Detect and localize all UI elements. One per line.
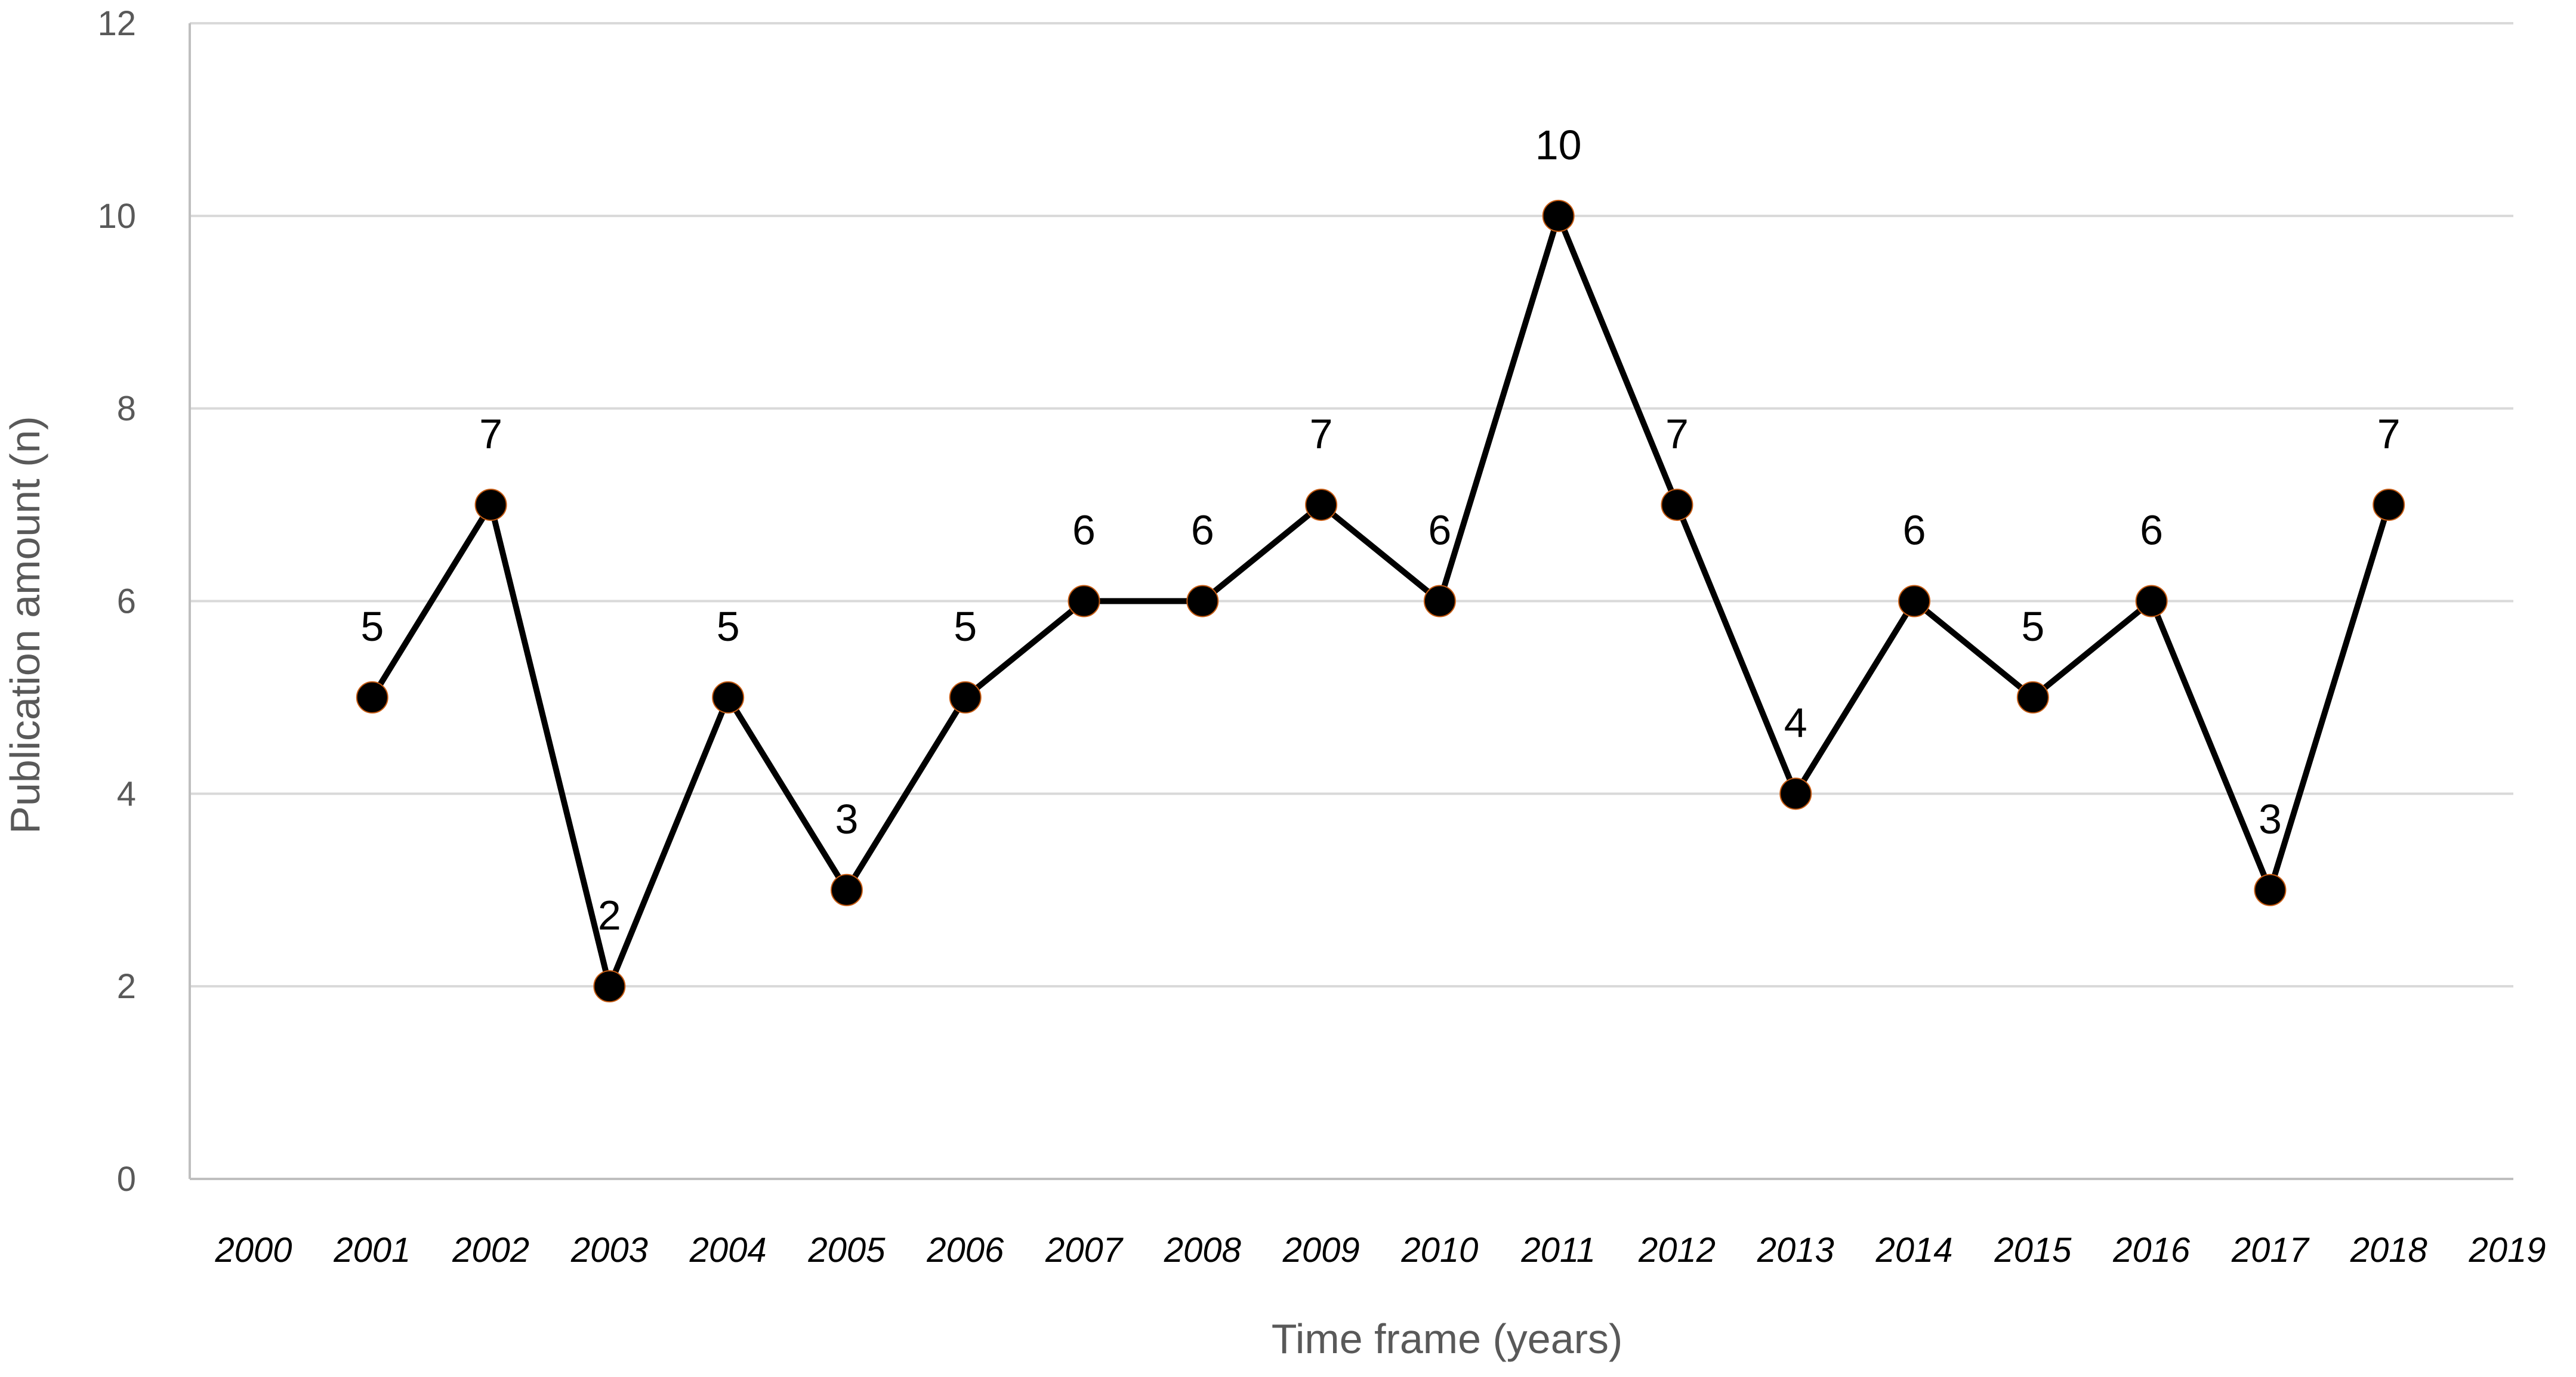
data-label-2018: 7	[2377, 410, 2401, 457]
y-axis-title: Publication amount (n)	[2, 416, 48, 833]
data-label-2011: 10	[1535, 122, 1582, 168]
x-tick-labels: 2000 2001 2002 2003 2004 2005 2006 2007 2008 2009…	[214, 1231, 2546, 1270]
data-label-2008: 6	[1191, 507, 1214, 554]
x-tick-2001: 2001	[333, 1231, 411, 1270]
x-tick-2007: 2007	[1045, 1231, 1124, 1270]
data-point-2014	[1898, 585, 1931, 618]
data-label-2001: 5	[360, 603, 384, 650]
data-label-2009: 7	[1310, 410, 1333, 457]
x-tick-2002: 2002	[452, 1231, 529, 1270]
data-label-2014: 6	[1903, 507, 1926, 554]
data-label-2016: 6	[2140, 507, 2163, 554]
series-line	[369, 212, 2392, 990]
data-point-2004	[712, 681, 745, 714]
data-point-2008	[1186, 585, 1219, 618]
x-axis-title: Time frame (years)	[1272, 1316, 1623, 1362]
grid-lines	[190, 22, 2513, 988]
x-tick-2019: 2019	[2468, 1231, 2546, 1270]
data-point-2015	[2016, 681, 2049, 714]
y-tick-2: 2	[117, 967, 136, 1006]
x-tick-2012: 2012	[1638, 1231, 1716, 1270]
data-label-2007: 6	[1072, 507, 1096, 554]
data-label-2006: 5	[954, 603, 977, 650]
y-tick-6: 6	[117, 582, 136, 621]
x-tick-2017: 2017	[2231, 1231, 2310, 1270]
data-point-2009	[1305, 489, 1338, 521]
x-tick-2010: 2010	[1400, 1231, 1478, 1270]
y-tick-0: 0	[117, 1160, 136, 1199]
data-label-2012: 7	[1665, 410, 1689, 457]
x-tick-2006: 2006	[926, 1231, 1004, 1270]
data-point-2018	[2373, 489, 2405, 521]
x-tick-2011: 2011	[1520, 1231, 1596, 1270]
data-labels: 5 7 2 5 3 5 6 6 7 6 10 7 4 6 5 6 3 7	[360, 122, 2400, 938]
data-point-2010	[1423, 585, 1456, 618]
data-point-2013	[1779, 777, 1812, 810]
series-publications	[356, 199, 2405, 1003]
data-point-2005	[830, 873, 863, 906]
axes	[189, 23, 2513, 1180]
x-tick-2013: 2013	[1757, 1231, 1834, 1270]
x-tick-2008: 2008	[1164, 1231, 1241, 1270]
data-point-2017	[2254, 873, 2287, 906]
x-tick-2009: 2009	[1282, 1231, 1360, 1270]
data-label-2005: 3	[835, 796, 858, 842]
x-tick-2014: 2014	[1875, 1231, 1953, 1270]
y-tick-4: 4	[117, 774, 136, 813]
x-tick-2003: 2003	[570, 1231, 648, 1270]
data-label-2002: 7	[479, 410, 502, 457]
x-tick-2018: 2018	[2350, 1231, 2427, 1270]
data-point-2003	[593, 970, 626, 1003]
y-tick-10: 10	[97, 197, 136, 236]
y-tick-8: 8	[117, 390, 136, 428]
data-point-2012	[1661, 489, 1693, 521]
x-tick-2016: 2016	[2112, 1231, 2191, 1270]
data-point-2001	[356, 681, 388, 714]
data-label-2015: 5	[2021, 603, 2044, 650]
data-label-2017: 3	[2259, 796, 2282, 842]
data-point-2016	[2135, 585, 2168, 618]
y-tick-12: 12	[97, 4, 136, 43]
data-point-2011	[1542, 199, 1575, 232]
x-tick-2004: 2004	[689, 1231, 767, 1270]
data-point-2007	[1068, 585, 1100, 618]
y-tick-labels: 0 2 4 6 8 10 12	[97, 4, 136, 1199]
data-label-2010: 6	[1428, 507, 1451, 554]
data-label-2013: 4	[1784, 699, 1807, 746]
data-point-2006	[949, 681, 982, 714]
data-label-2003: 2	[598, 892, 621, 938]
x-tick-2015: 2015	[1994, 1231, 2072, 1270]
data-point-2002	[474, 489, 507, 521]
x-tick-2000: 2000	[214, 1231, 292, 1270]
data-label-2004: 5	[717, 603, 740, 650]
x-tick-2005: 2005	[807, 1231, 886, 1270]
